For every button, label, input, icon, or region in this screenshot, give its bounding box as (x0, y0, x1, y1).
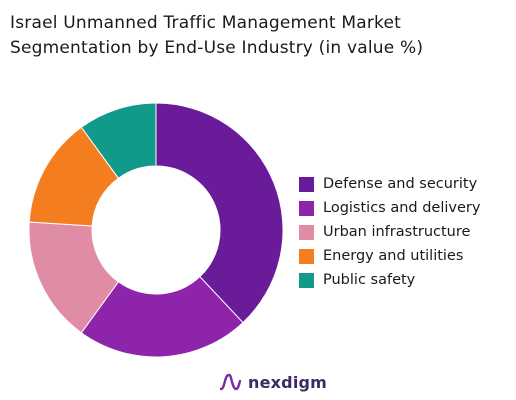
legend-item-public-safety: Public safety (299, 268, 480, 292)
legend-label-logistics: Logistics and delivery (323, 200, 481, 216)
legend-label-urban: Urban infrastructure (323, 224, 471, 240)
donut-slice-defense (155, 102, 284, 324)
donut-slice-logistics (80, 275, 244, 358)
legend-item-urban: Urban infrastructure (299, 220, 480, 244)
legend-item-energy: Energy and utilities (299, 244, 480, 268)
legend-swatch-logistics (299, 200, 314, 216)
donut-slice-public-safety (80, 102, 157, 179)
brand-logo: nexdigm (218, 370, 327, 394)
legend-item-logistics: Logistics and delivery (299, 196, 480, 220)
legend-label-energy: Energy and utilities (323, 248, 464, 264)
legend-swatch-energy (299, 248, 314, 264)
legend-swatch-defense (299, 176, 314, 192)
legend-swatch-public-safety (299, 272, 314, 288)
chart-title-line-2: Segmentation by End-Use Industry (in val… (10, 38, 424, 58)
legend-label-public-safety: Public safety (323, 272, 416, 288)
legend-swatch-urban (299, 224, 314, 240)
chart-title-line-1: Israel Unmanned Traffic Management Marke… (10, 13, 402, 33)
brand-name: nexdigm (248, 372, 328, 392)
legend-label-defense: Defense and security (323, 176, 478, 192)
chart-title: Israel Unmanned Traffic Management Marke… (10, 11, 510, 61)
chart-legend: Defense and security Logistics and deliv… (299, 172, 480, 292)
nexdigm-logo-icon (219, 373, 242, 391)
legend-item-defense: Defense and security (299, 172, 480, 196)
